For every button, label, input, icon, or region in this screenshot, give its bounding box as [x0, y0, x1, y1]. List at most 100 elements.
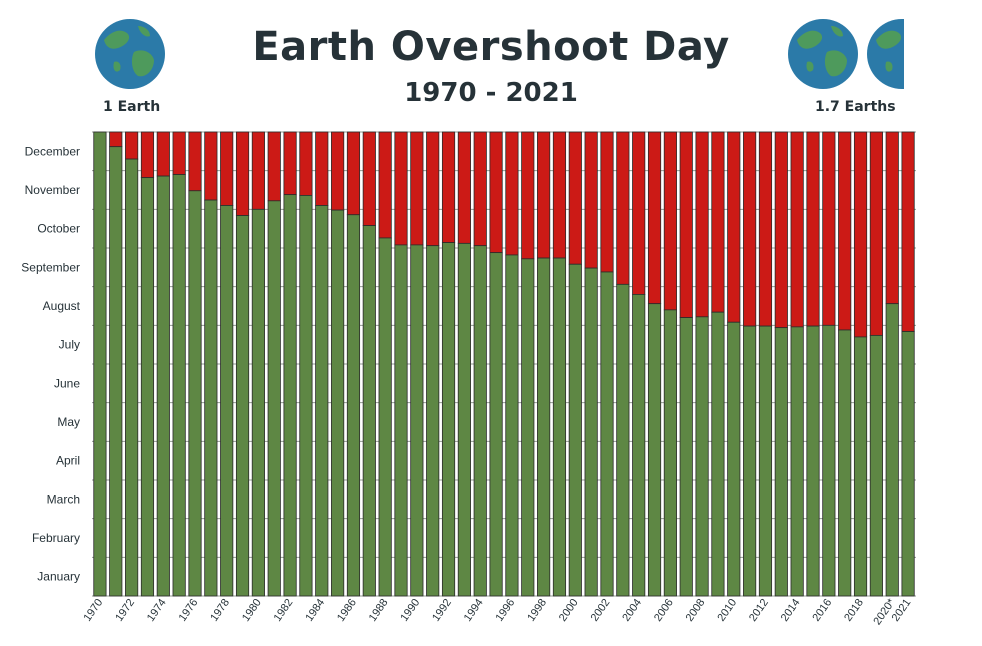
overshoot-bar-2018	[853, 131, 868, 338]
overshoot-bar-2013	[774, 131, 788, 329]
overshoot-bar-1989	[394, 131, 408, 246]
budget-bar-2008	[695, 316, 709, 597]
x-tick-label: 2012	[747, 597, 771, 624]
budget-bar-2003	[616, 283, 630, 597]
overshoot-bar-1983	[299, 131, 313, 196]
y-tick-label: December	[25, 144, 80, 158]
budget-bar-2000	[568, 263, 582, 597]
overshoot-bar-1993	[457, 131, 471, 244]
overshoot-bar-1981	[267, 131, 281, 202]
overshoot-bar-1986	[346, 131, 361, 216]
overshoot-bar-1992	[441, 131, 456, 243]
x-tick-label: 1992	[430, 597, 454, 624]
budget-bar-2011	[743, 325, 757, 597]
overshoot-bar-1976	[188, 131, 202, 192]
x-tick-label: 2010	[715, 597, 739, 624]
x-tick-label: 2004	[620, 597, 644, 624]
budget-bar-1970	[93, 131, 107, 597]
x-tick-label: 1996	[494, 597, 518, 624]
budget-bar-1976	[188, 190, 202, 597]
x-tick-label: 1974	[145, 597, 169, 624]
x-tick-label: 2002	[589, 597, 613, 624]
budget-bar-1971	[109, 146, 123, 597]
y-tick-label: June	[54, 376, 80, 390]
overshoot-bar-2014	[790, 131, 804, 328]
budget-bar-1972	[125, 158, 139, 597]
budget-bar-2004	[632, 293, 646, 597]
budget-bar-2014	[790, 326, 804, 597]
overshoot-bar-1994	[473, 131, 487, 247]
overshoot-bar-2017	[838, 131, 852, 331]
overshoot-bar-2007	[679, 131, 693, 319]
x-tick-label: 2014	[779, 597, 803, 624]
overshoot-bar-2002	[600, 131, 614, 273]
budget-bar-2015	[806, 325, 820, 597]
overshoot-bar-1974	[156, 131, 170, 177]
budget-bar-2020*	[885, 303, 899, 597]
y-tick-label: August	[43, 299, 81, 313]
overshoot-bar-1971	[109, 131, 123, 148]
budget-bar-2012	[758, 325, 773, 597]
x-tick-label: 1984	[303, 597, 327, 624]
budget-bar-1975	[172, 174, 186, 597]
budget-bar-1978	[220, 205, 234, 597]
budget-bar-2013	[774, 327, 788, 597]
overshoot-bar-2003	[616, 131, 630, 285]
y-tick-label: May	[57, 415, 80, 429]
budget-bar-1973	[140, 177, 155, 597]
overshoot-bar-1988	[378, 131, 392, 239]
x-tick-label: 1980	[240, 597, 264, 624]
overshoot-bar-1996	[505, 131, 519, 256]
x-tick-label: 1978	[208, 597, 232, 624]
budget-bar-1985	[331, 209, 345, 597]
chart-title: Earth Overshoot Day	[252, 24, 730, 70]
budget-bar-2007	[679, 317, 693, 597]
overshoot-bar-2021	[901, 131, 915, 332]
y-tick-label: April	[56, 454, 80, 468]
globe-icon	[788, 19, 858, 89]
chart-subtitle: 1970 - 2021	[404, 78, 578, 108]
y-tick-label: July	[59, 338, 80, 352]
y-tick-label: January	[37, 570, 80, 584]
left-earth-label: 1 Earth	[103, 99, 161, 115]
overshoot-bar-1997	[521, 131, 535, 260]
overshoot-bar-1999	[552, 131, 567, 259]
budget-bar-1979	[235, 215, 250, 597]
budget-bar-1982	[283, 194, 297, 597]
globe-icon	[95, 19, 165, 89]
y-tick-label: October	[37, 222, 80, 236]
overshoot-bar-2001	[584, 131, 598, 269]
y-tick-label: November	[25, 183, 80, 197]
y-tick-label: September	[21, 260, 80, 274]
x-tick-label: 2018	[842, 597, 866, 624]
overshoot-bar-1972	[125, 131, 139, 160]
budget-bar-2002	[600, 271, 614, 597]
budget-bar-1999	[552, 257, 567, 597]
budget-bar-1991	[426, 245, 440, 597]
budget-bar-2021	[901, 331, 915, 597]
overshoot-bar-1980	[251, 131, 265, 210]
overshoot-bar-2016	[822, 131, 836, 326]
budget-bar-2010	[727, 321, 741, 597]
x-tick-label: 2000	[557, 597, 581, 624]
budget-bar-1981	[267, 200, 281, 597]
overshoot-bar-2008	[695, 131, 709, 318]
overshoot-bar-1984	[315, 131, 329, 206]
overshoot-bar-2004	[632, 131, 646, 295]
x-tick-label: 1970	[82, 597, 106, 624]
x-tick-label: 1976	[177, 597, 201, 624]
overshoot-bar-2000	[568, 131, 582, 265]
budget-bar-1989	[394, 244, 408, 597]
budget-bar-1992	[441, 242, 456, 597]
budget-bar-2009	[711, 311, 725, 597]
overshoot-bar-2011	[743, 131, 757, 327]
overshoot-bar-2006	[663, 131, 677, 311]
overshoot-bar-2010	[727, 131, 741, 323]
budget-bar-2001	[584, 267, 598, 597]
overshoot-bar-1975	[172, 131, 186, 175]
budget-bar-1993	[457, 242, 471, 597]
budget-bar-1986	[346, 214, 361, 597]
overshoot-bar-1978	[220, 131, 234, 206]
x-tick-label: 1988	[367, 597, 391, 624]
